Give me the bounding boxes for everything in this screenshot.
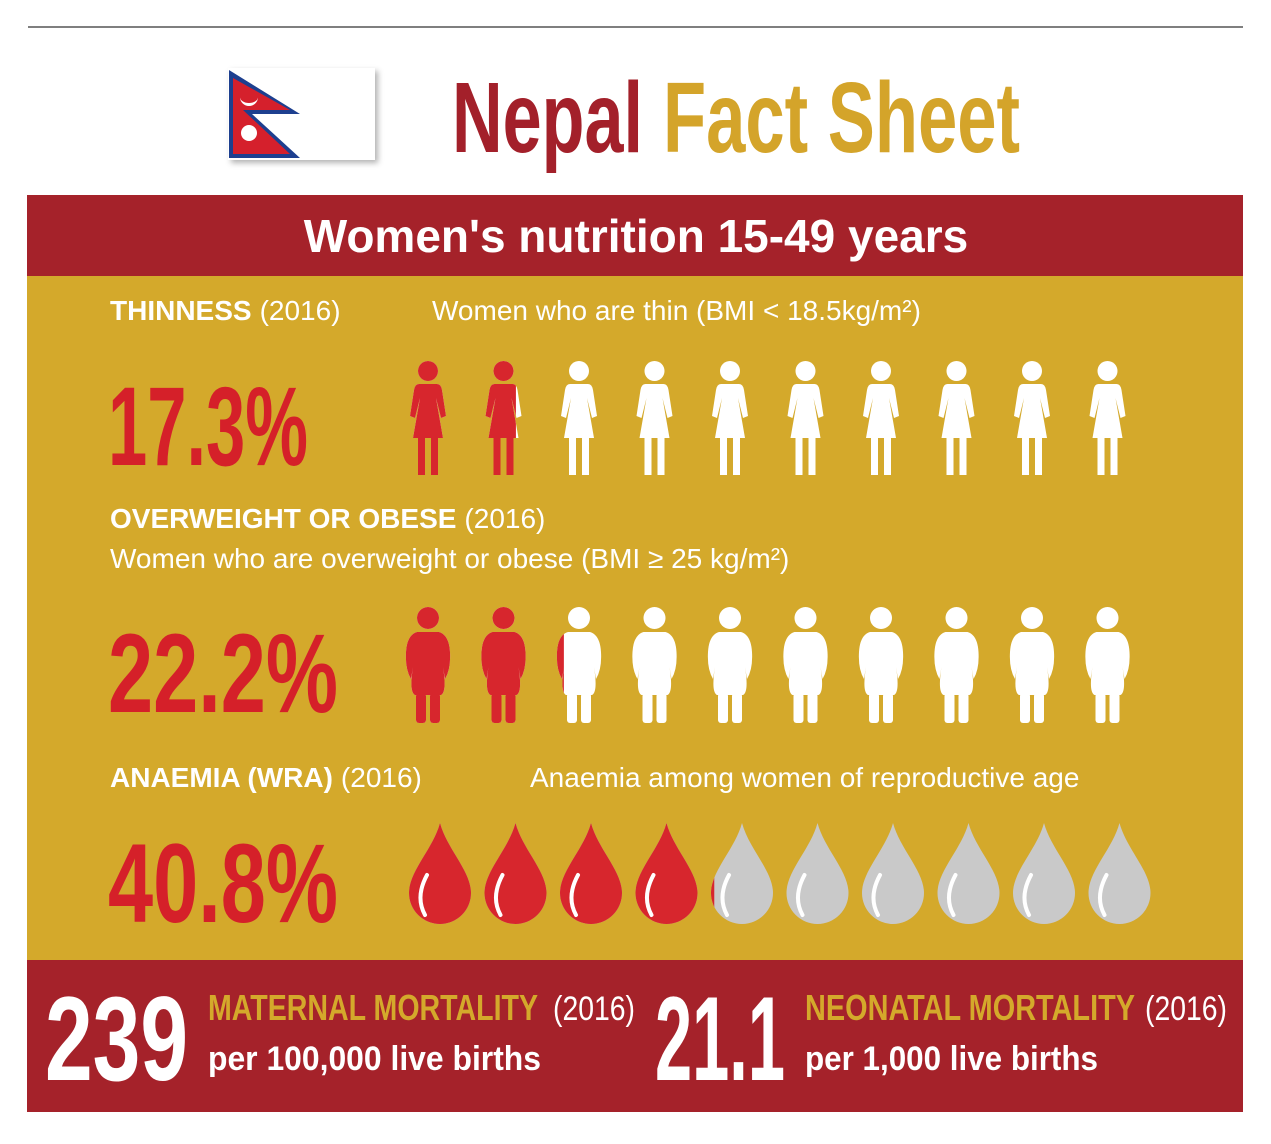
indicator-value: 40.8% <box>108 821 338 946</box>
icon <box>485 361 522 475</box>
indicator-year: (2016) <box>464 503 545 534</box>
icon <box>787 361 824 475</box>
footer-label: MATERNAL MORTALITY <box>208 987 538 1028</box>
icon <box>409 823 471 924</box>
icon <box>635 823 698 924</box>
footer-value: 239 <box>45 972 188 1106</box>
indicator-name: OVERWEIGHT OR OBESE <box>110 503 456 534</box>
icon <box>561 361 597 475</box>
footer-year: (2016) <box>553 990 635 1028</box>
icon <box>1009 607 1055 723</box>
title-fact-sheet: Fact Sheet <box>663 62 1020 174</box>
icon <box>1085 607 1130 723</box>
indicator-year: (2016) <box>260 295 341 326</box>
indicator-description: Women who are thin (BMI < 18.5kg/m²) <box>432 295 921 326</box>
indicator-description: Anaemia among women of reproductive age <box>530 762 1079 793</box>
icon <box>560 823 622 924</box>
title-nepal: Nepal <box>452 62 643 174</box>
icon <box>1014 361 1050 475</box>
icon <box>707 607 753 723</box>
icon <box>1089 361 1126 475</box>
icon <box>632 607 677 723</box>
indicator-year: (2016) <box>341 762 422 793</box>
footer-label: NEONATAL MORTALITY <box>805 987 1135 1028</box>
flag <box>228 68 375 160</box>
icon <box>786 823 849 924</box>
icon <box>862 823 924 924</box>
icon <box>712 361 748 475</box>
icon <box>410 361 446 475</box>
indicator-label: THINNESS (2016) <box>110 295 341 326</box>
footer-unit: per 1,000 live births <box>805 1040 1098 1078</box>
icon <box>484 823 547 924</box>
icon <box>405 607 451 723</box>
icon <box>934 607 979 723</box>
icon <box>1013 823 1075 924</box>
indicator-value: 17.3% <box>108 364 308 489</box>
icon <box>783 607 828 723</box>
icon <box>938 361 975 475</box>
indicator-value: 22.2% <box>108 611 338 736</box>
footer-value: 21.1 <box>655 972 785 1106</box>
footer-year: (2016) <box>1145 990 1227 1028</box>
icon <box>481 607 526 723</box>
indicator-label: ANAEMIA (WRA) (2016) <box>110 762 422 793</box>
icon <box>937 823 1000 924</box>
indicator-label: OVERWEIGHT OR OBESE (2016) <box>110 503 545 534</box>
icon <box>863 361 899 475</box>
footer-unit: per 100,000 live births <box>208 1040 541 1078</box>
indicator-description: Women who are overweight or obese (BMI ≥… <box>110 543 789 574</box>
panel-header <box>27 195 1243 276</box>
icon <box>556 607 602 723</box>
icon <box>636 361 673 475</box>
indicator-name: THINNESS <box>110 295 252 326</box>
icon <box>711 823 773 924</box>
panel-footer <box>27 960 1243 1112</box>
icon <box>1088 823 1151 924</box>
icon <box>858 607 904 723</box>
indicator-name: ANAEMIA (WRA) <box>110 762 333 793</box>
panel-title: Women's nutrition 15-49 years <box>304 210 969 262</box>
